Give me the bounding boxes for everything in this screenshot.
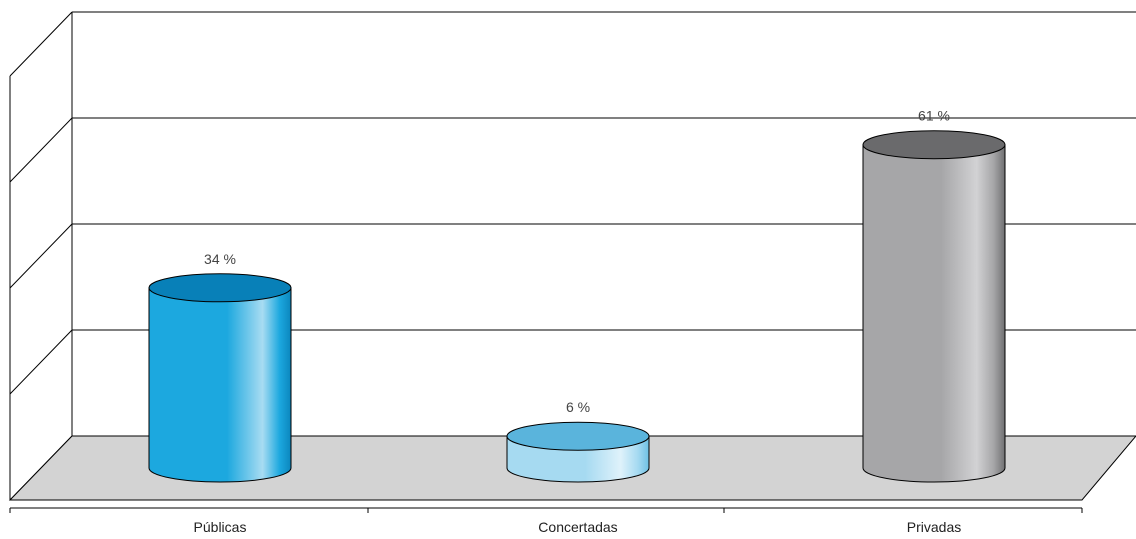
bar-top — [862, 130, 1006, 160]
wall-diagonal — [9, 223, 73, 289]
bar-2 — [506, 421, 650, 483]
chart-labels: 34 % Públicas 6 % Concertadas 61 % Privadas — [194, 108, 962, 535]
bar-3 — [862, 130, 1006, 483]
bar-body — [148, 287, 292, 483]
data-label: 6 % — [566, 399, 590, 415]
bar-1 — [148, 273, 292, 483]
wall-diagonal — [9, 329, 73, 395]
wall-diagonal — [9, 117, 73, 183]
bar-top — [506, 421, 650, 451]
chart-bars — [148, 130, 1006, 483]
data-label: 61 % — [918, 108, 950, 124]
x-tick-label: Concertadas — [538, 519, 617, 534]
bar-body — [862, 144, 1006, 483]
x-tick-label: Privadas — [907, 519, 961, 534]
x-tick-label: Públicas — [194, 519, 247, 534]
data-label: 34 % — [204, 251, 236, 267]
bar-top — [148, 273, 292, 303]
wall-diagonal — [9, 11, 73, 77]
